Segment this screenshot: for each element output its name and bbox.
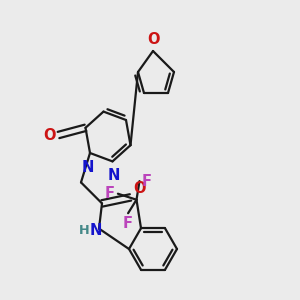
Text: N: N: [108, 168, 120, 183]
Text: N: N: [81, 160, 94, 175]
Text: F: F: [123, 216, 133, 231]
Text: O: O: [44, 128, 56, 142]
Text: H: H: [79, 224, 90, 237]
Text: N: N: [89, 223, 102, 238]
Text: O: O: [133, 181, 146, 196]
Text: F: F: [105, 186, 115, 201]
Text: F: F: [142, 174, 152, 189]
Text: O: O: [147, 32, 159, 46]
